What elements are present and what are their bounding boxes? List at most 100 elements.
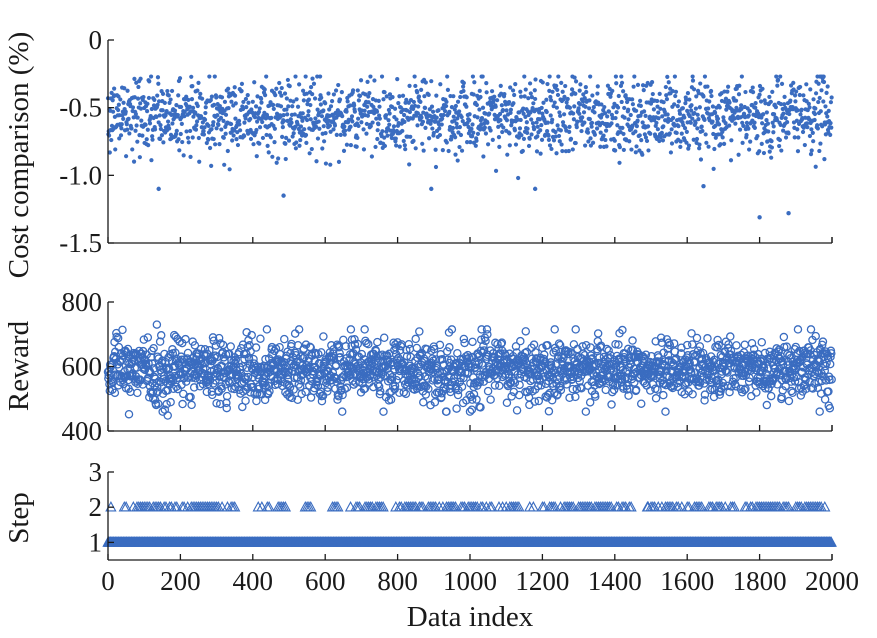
- cost-point: [404, 97, 409, 102]
- cost-point: [355, 135, 360, 140]
- cost-point: [769, 139, 774, 144]
- cost-point: [661, 100, 666, 105]
- cost-point: [534, 149, 540, 154]
- cost-point: [284, 107, 289, 112]
- cost-point: [739, 103, 744, 108]
- cost-point: [233, 101, 238, 106]
- cost-point: [591, 105, 596, 110]
- cost-point: [619, 80, 625, 85]
- cost-point: [300, 118, 305, 123]
- cost-point: [655, 104, 660, 109]
- cost-point: [461, 84, 466, 89]
- cost-point: [577, 88, 582, 93]
- cost-point: [339, 90, 344, 95]
- cost-point: [439, 122, 444, 127]
- reward-point: [511, 342, 521, 351]
- cost-point: [717, 105, 722, 110]
- cost-point: [736, 152, 741, 157]
- cost-point: [658, 106, 663, 111]
- cost-point: [299, 115, 304, 120]
- reward-point: [787, 386, 796, 396]
- cost-point: [145, 127, 150, 132]
- cost-point: [280, 134, 285, 139]
- cost-point: [588, 74, 593, 79]
- cost-point: [781, 111, 786, 116]
- cost-point: [782, 94, 787, 100]
- cost-point: [711, 166, 716, 171]
- cost-point: [481, 154, 486, 159]
- cost-point: [343, 128, 348, 133]
- cost-point: [611, 105, 616, 110]
- reward-point: [534, 396, 544, 406]
- cost-point: [165, 88, 170, 94]
- cost-point: [308, 102, 313, 108]
- cost-point: [480, 74, 485, 79]
- cost-point: [499, 103, 504, 108]
- reward-point: [740, 340, 750, 350]
- cost-point: [464, 104, 469, 109]
- cost-point: [802, 142, 807, 148]
- cost-point: [186, 140, 191, 145]
- cost-point: [640, 120, 645, 125]
- cost-point: [715, 116, 721, 121]
- cost-point: [286, 138, 292, 143]
- reward-point: [234, 371, 243, 380]
- cost-point: [766, 129, 771, 134]
- cost-point: [222, 99, 228, 104]
- cost-point: [193, 127, 199, 132]
- reward-point: [353, 339, 363, 349]
- cost-point: [374, 116, 379, 121]
- cost-point: [764, 117, 769, 123]
- cost-point: [657, 91, 662, 96]
- reward-point: [208, 333, 218, 342]
- reward-point: [244, 355, 254, 364]
- cost-point: [770, 89, 775, 94]
- cost-point: [174, 103, 179, 108]
- cost-point: [348, 103, 353, 108]
- cost-point: [420, 119, 426, 124]
- cost-point: [294, 97, 299, 102]
- cost-point: [590, 93, 595, 98]
- cost-point: [573, 79, 579, 84]
- cost-point: [531, 101, 536, 106]
- cost-point: [119, 126, 124, 131]
- cost-point: [560, 89, 565, 94]
- cost-point: [614, 81, 619, 86]
- cost-point: [285, 77, 291, 83]
- cost-point: [779, 148, 784, 153]
- reward-point: [656, 333, 666, 342]
- cost-point: [150, 134, 155, 139]
- reward-point: [243, 372, 253, 382]
- cost-point: [129, 126, 134, 131]
- cost-point: [622, 105, 627, 111]
- cost-point: [444, 103, 449, 109]
- cost-point: [281, 113, 286, 118]
- cost-point: [581, 92, 586, 97]
- reward-point: [162, 399, 171, 409]
- cost-point: [545, 120, 550, 125]
- cost-point: [688, 120, 693, 125]
- cost-point: [438, 82, 443, 87]
- cost-point: [630, 97, 635, 102]
- cost-point: [323, 131, 328, 136]
- cost-point: [759, 141, 764, 146]
- cost-point: [319, 114, 325, 119]
- cost-point: [382, 135, 387, 140]
- reward-point: [143, 333, 153, 342]
- cost-point: [179, 121, 184, 127]
- cost-point: [524, 120, 529, 125]
- reward-point: [585, 398, 595, 407]
- reward-point: [818, 337, 828, 346]
- cost-point: [579, 118, 584, 123]
- cost-point: [595, 91, 600, 96]
- cost-point: [133, 111, 138, 117]
- cost-point: [747, 147, 752, 152]
- cost-point: [133, 128, 138, 133]
- cost-point: [375, 128, 380, 133]
- cost-point: [149, 106, 154, 112]
- reward-point: [781, 381, 790, 391]
- reward-point: [790, 377, 800, 386]
- cost-point: [753, 100, 758, 106]
- reward-point: [371, 346, 381, 356]
- reward-point: [824, 372, 834, 381]
